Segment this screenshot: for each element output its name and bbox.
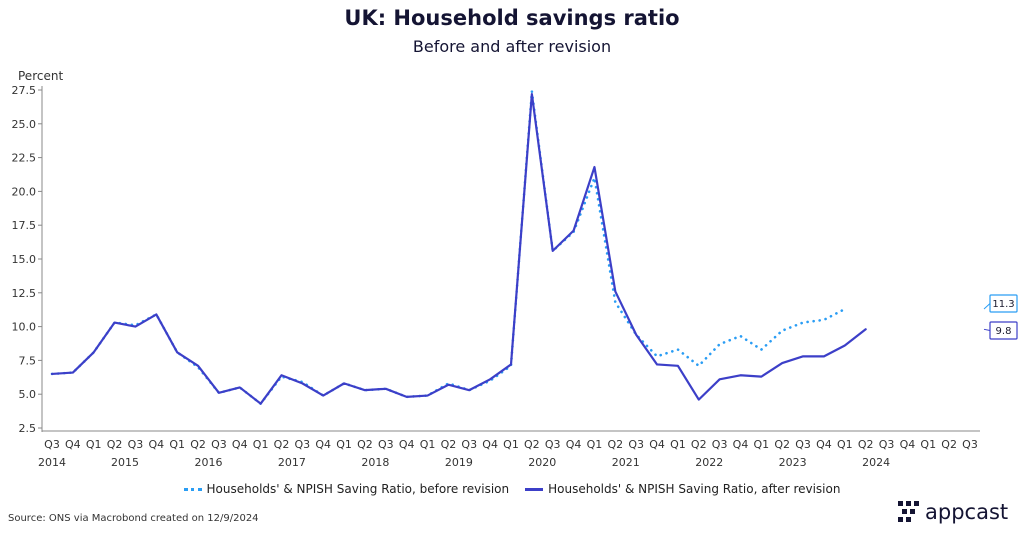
x-tick-label: Q2 [274,438,290,451]
x-tick-label: Q4 [482,438,498,451]
source-note: Source: ONS via Macrobond created on 12/… [8,513,259,524]
x-tick-label: Q3 [211,438,227,451]
x-tick-label: Q1 [253,438,269,451]
legend-swatch-before [183,487,202,491]
end-label-value: 9.8 [996,326,1012,337]
legend-item-before: Households' & NPISH Saving Ratio, before… [183,482,510,496]
x-tick-label: Q2 [858,438,874,451]
x-tick-label: Q3 [128,438,144,451]
x-year-label: 2022 [695,456,723,469]
x-tick-label: Q4 [566,438,582,451]
x-tick-label: Q4 [315,438,331,451]
y-axis-label: Percent [18,69,64,83]
x-tick-label: Q3 [628,438,644,451]
x-tick-label: Q1 [336,438,352,451]
x-year-label: 2019 [445,456,473,469]
x-tick-label: Q1 [670,438,686,451]
x-tick-label: Q2 [607,438,623,451]
x-tick-label: Q3 [44,438,60,451]
chart-legend: Households' & NPISH Saving Ratio, before… [0,482,1024,496]
legend-label-before: Households' & NPISH Saving Ratio, before… [206,482,510,496]
end-label-pointer [983,328,991,331]
end-label-value: 11.3 [992,299,1014,310]
x-tick-label: Q2 [190,438,206,451]
y-tick-label: 20.0 [12,185,37,198]
x-tick-label: Q2 [524,438,540,451]
x-tick-label: Q3 [879,438,895,451]
x-tick-label: Q4 [733,438,749,451]
x-tick-label: Q3 [962,438,978,451]
x-tick-label: Q3 [378,438,394,451]
x-tick-label: Q2 [691,438,707,451]
x-year-label: 2017 [278,456,306,469]
x-tick-label: Q1 [837,438,853,451]
x-tick-label: Q4 [148,438,164,451]
x-year-label: 2024 [862,456,890,469]
x-tick-label: Q3 [545,438,561,451]
x-tick-label: Q2 [441,438,457,451]
y-tick-label: 10.0 [12,321,37,334]
x-tick-label: Q4 [232,438,248,451]
x-tick-label: Q3 [295,438,311,451]
x-year-label: 2020 [528,456,556,469]
x-tick-label: Q1 [86,438,102,451]
y-tick-label: 15.0 [12,253,37,266]
y-tick-label: 2.5 [19,422,37,435]
x-year-label: 2015 [111,456,139,469]
end-label-box [989,294,1018,313]
y-tick-label: 17.5 [12,219,37,232]
end-label-pointer [983,303,991,310]
x-tick-label: Q1 [754,438,770,451]
appcast-logo: appcast [898,500,1008,524]
x-tick-label: Q4 [65,438,81,451]
x-tick-label: Q2 [941,438,957,451]
series-line-after [50,92,867,405]
y-tick-label: 22.5 [12,152,37,165]
y-tick-label: 12.5 [12,287,37,300]
x-tick-label: Q3 [461,438,477,451]
x-tick-label: Q2 [107,438,123,451]
x-year-label: 2014 [38,456,66,469]
y-tick-label: 7.5 [19,354,37,367]
x-tick-label: Q4 [399,438,415,451]
end-label-box [989,321,1018,340]
appcast-logo-text: appcast [925,500,1009,524]
appcast-logo-icon [898,501,919,522]
x-tick-label: Q3 [712,438,728,451]
x-year-label: 2021 [612,456,640,469]
x-tick-label: Q1 [920,438,936,451]
legend-swatch-after [525,487,544,491]
x-tick-label: Q3 [795,438,811,451]
x-year-label: 2023 [779,456,807,469]
y-tick-label: 25.0 [12,118,37,131]
x-year-label: 2018 [361,456,389,469]
legend-label-after: Households' & NPISH Saving Ratio, after … [548,482,841,496]
chart-title: UK: Household savings ratio [344,6,680,30]
x-tick-label: Q2 [357,438,373,451]
x-tick-label: Q1 [503,438,519,451]
chart-subtitle: Before and after revision [412,37,612,56]
x-tick-label: Q4 [900,438,916,451]
x-year-label: 2016 [194,456,222,469]
x-tick-label: Q1 [420,438,436,451]
x-tick-label: Q4 [816,438,832,451]
y-tick-label: 5.0 [19,388,37,401]
x-tick-label: Q4 [649,438,665,451]
y-tick-label: 27.5 [12,84,37,97]
x-tick-label: Q1 [169,438,185,451]
series-line-before [50,90,847,405]
x-tick-label: Q2 [774,438,790,451]
legend-item-after: Households' & NPISH Saving Ratio, after … [525,482,840,496]
x-tick-label: Q1 [587,438,603,451]
